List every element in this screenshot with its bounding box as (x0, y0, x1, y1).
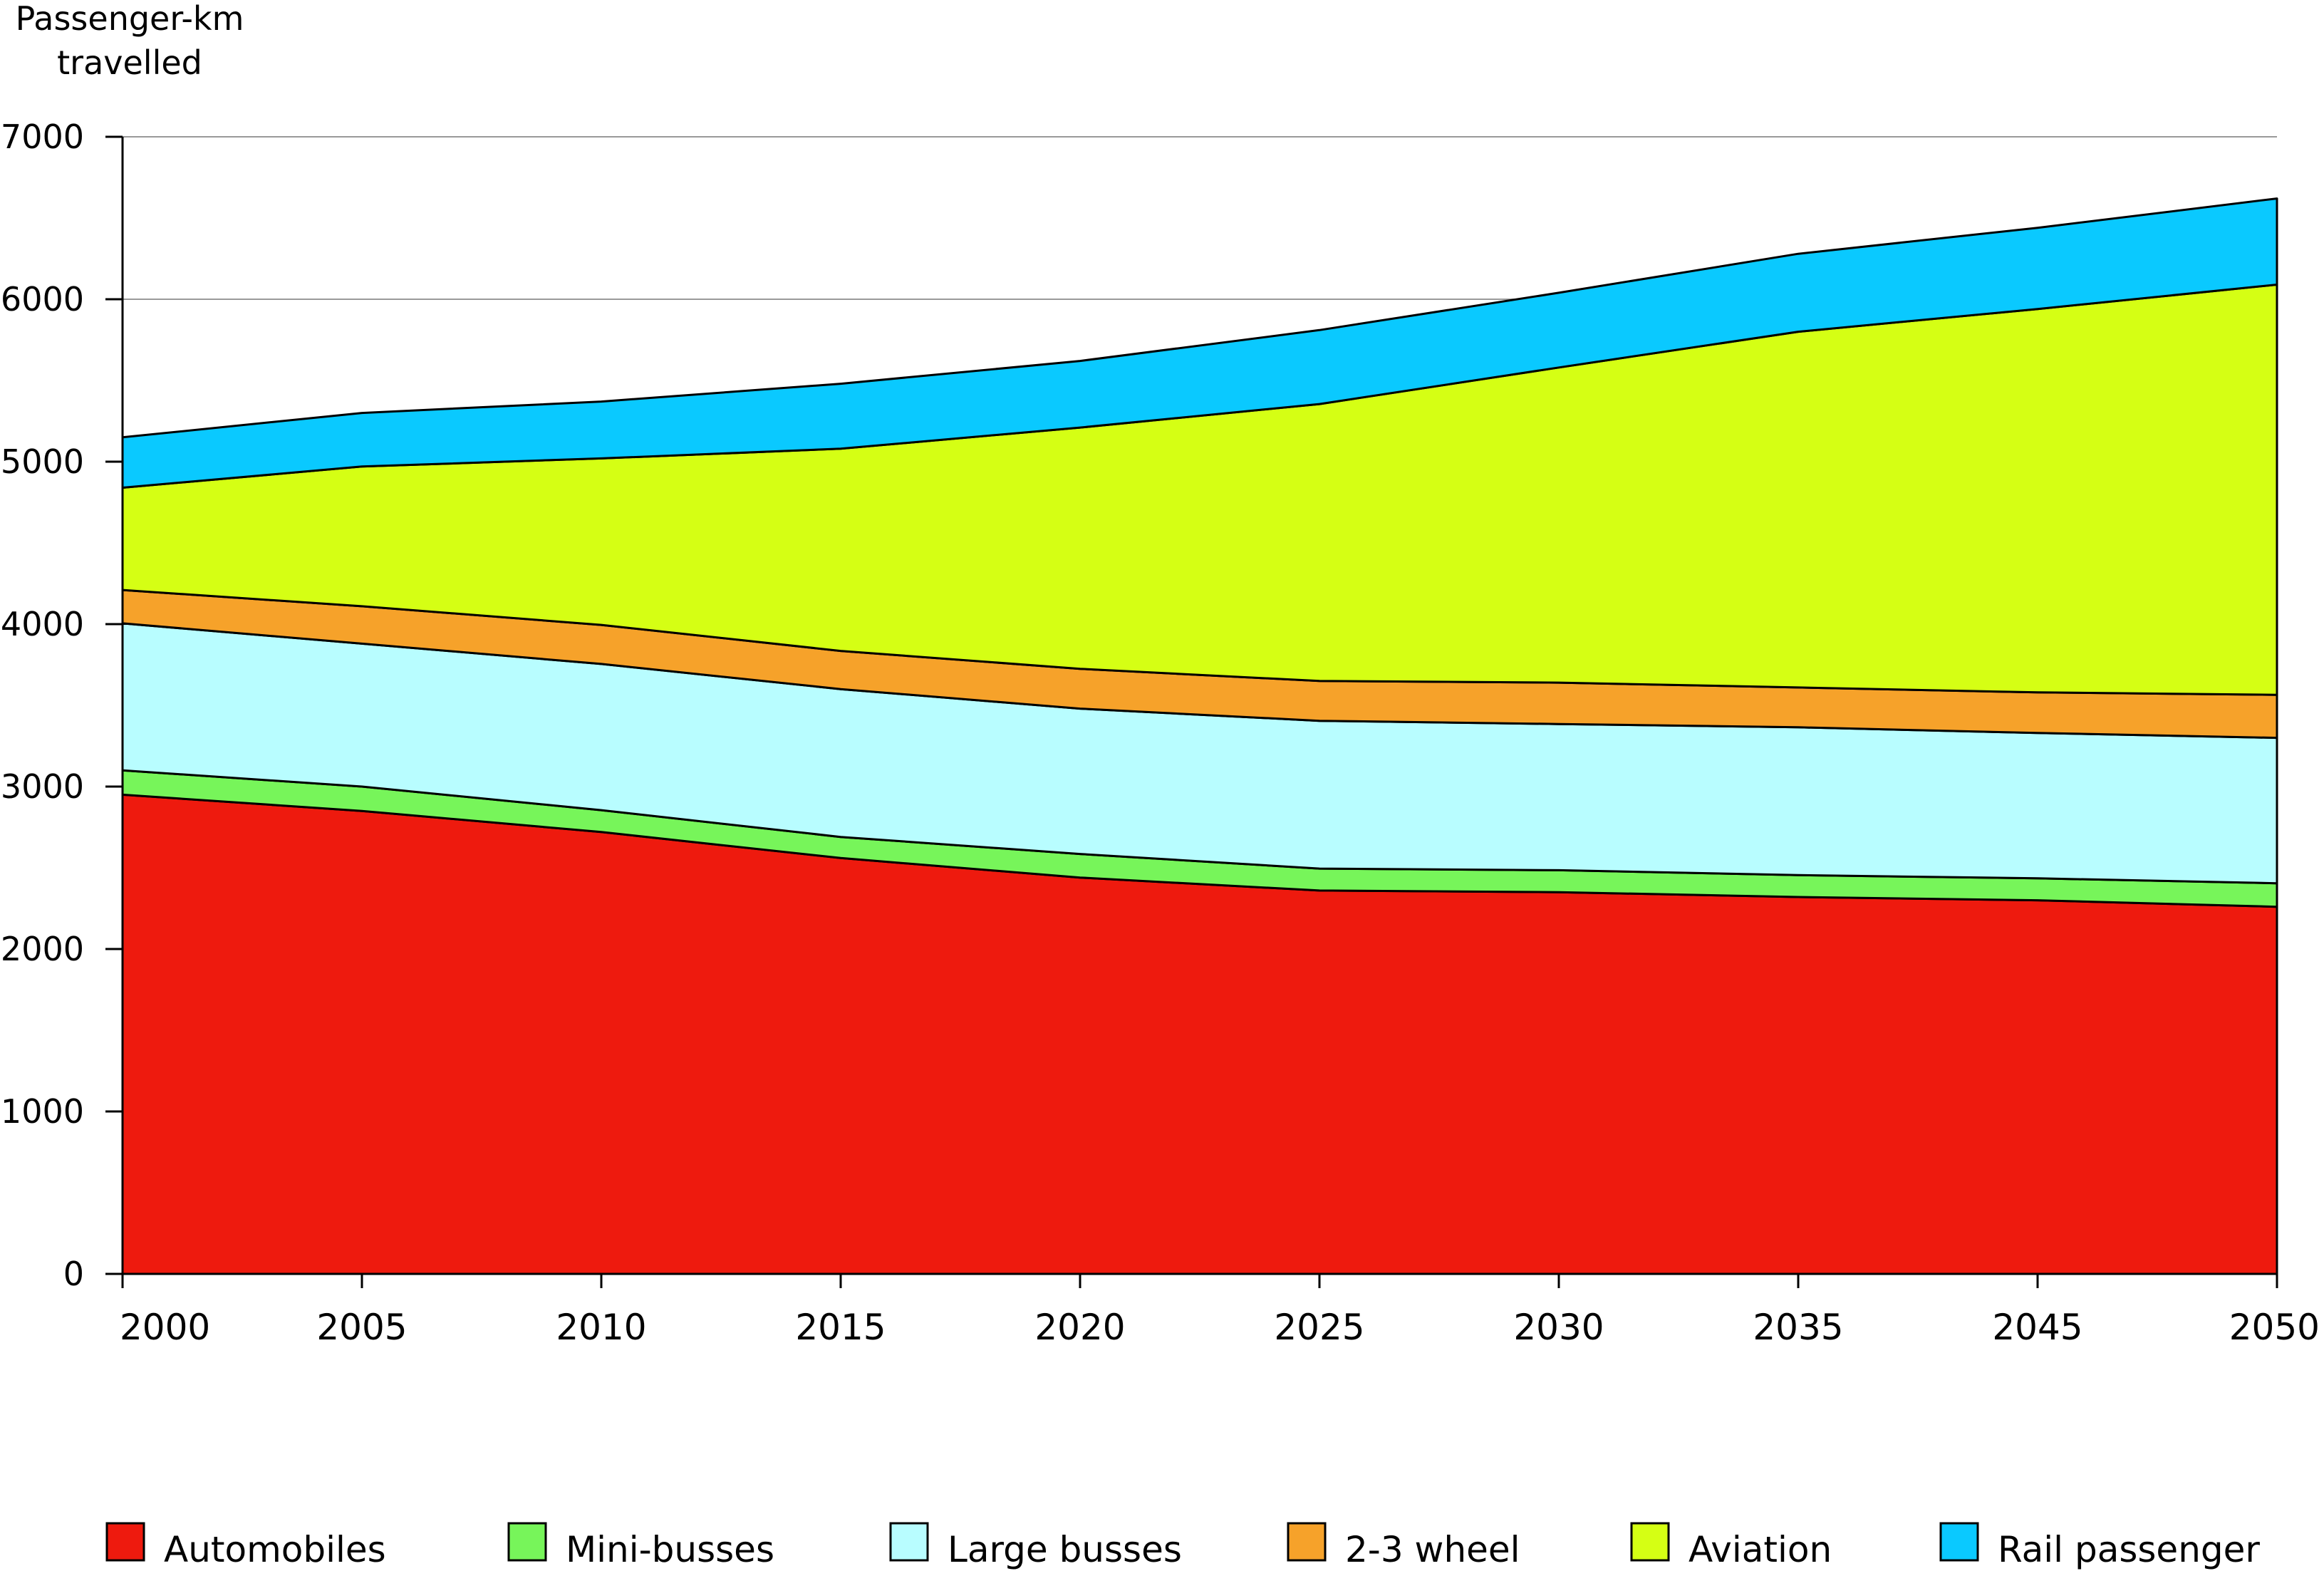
y-tick-label: 7000 (1, 118, 84, 156)
x-tick-label: 2000 (120, 1307, 210, 1348)
legend-label: Large busses (948, 1529, 1182, 1570)
legend-item: Rail passenger (1939, 1522, 2260, 1570)
legend-swatch (889, 1522, 929, 1562)
legend-item: Automobiles (105, 1522, 386, 1570)
legend-label: Automobiles (164, 1529, 386, 1570)
legend-label: Mini-busses (566, 1529, 774, 1570)
legend-item: Aviation (1630, 1522, 1832, 1570)
legend-item: 2-3 wheel (1287, 1522, 1520, 1570)
legend-item: Large busses (889, 1522, 1182, 1570)
y-axis-title: Passenger-km travelled (16, 0, 244, 82)
legend-label: Rail passenger (1998, 1529, 2260, 1570)
y-tick-label: 3000 (1, 767, 84, 806)
x-tick-label: 2045 (1992, 1307, 2082, 1348)
y-tick-label: 5000 (1, 442, 84, 481)
legend-swatch (1939, 1522, 1979, 1562)
legend-label: Aviation (1688, 1529, 1832, 1570)
y-tick-label: 6000 (1, 280, 84, 318)
x-tick-label: 2020 (1034, 1307, 1125, 1348)
legend-swatch (1630, 1522, 1670, 1562)
legend-label: 2-3 wheel (1345, 1529, 1520, 1570)
x-tick-label: 2010 (556, 1307, 646, 1348)
x-ticks: 2000 2005 2010 2015 2020 2025 2030 2035 2045 2050 (120, 1274, 2320, 1348)
x-tick-label: 2025 (1274, 1307, 1364, 1348)
y-tick-label: 0 (63, 1255, 84, 1293)
legend: Automobiles Mini-busses Large busses 2-3 wh… (105, 1522, 2260, 1570)
y-tick-label: 1000 (1, 1092, 84, 1131)
x-tick-label: 2050 (2229, 1307, 2320, 1348)
axes (121, 137, 2277, 1275)
y-tick-label: 2000 (1, 930, 84, 968)
x-tick-label: 2030 (1513, 1307, 1604, 1348)
y-axis-title-line: travelled (57, 43, 202, 82)
area-series (121, 197, 2278, 1275)
y-axis-title-line: Passenger-km (16, 0, 244, 38)
legend-swatch (507, 1522, 547, 1562)
area-rail-passenger (121, 197, 2278, 489)
legend-item: Mini-busses (507, 1522, 774, 1570)
y-ticks: 0 1000 2000 3000 4000 5000 6000 7000 (1, 118, 123, 1293)
x-tick-label: 2015 (795, 1307, 886, 1348)
x-tick-label: 2005 (316, 1307, 407, 1348)
legend-swatch (105, 1522, 145, 1562)
x-tick-label: 2035 (1753, 1307, 1843, 1348)
y-tick-label: 4000 (1, 605, 84, 643)
legend-swatch (1287, 1522, 1327, 1562)
